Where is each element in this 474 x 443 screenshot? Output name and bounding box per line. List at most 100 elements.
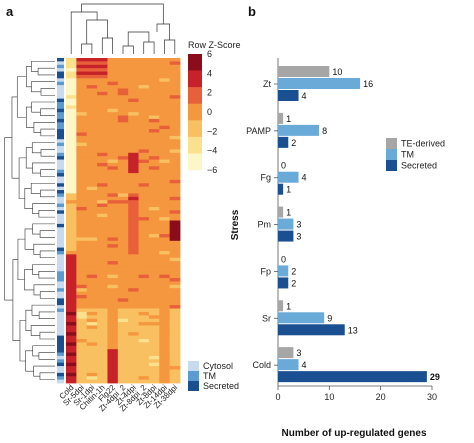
heatmap-cell — [128, 234, 139, 238]
heatmap-cell — [97, 379, 108, 384]
heatmap-cell — [159, 152, 171, 157]
heatmap-cell — [97, 196, 108, 201]
heatmap-cell — [128, 362, 139, 367]
heatmap-cell — [97, 135, 108, 140]
row-annotation-cell — [57, 230, 64, 235]
heatmap-cell — [117, 318, 129, 323]
heatmap-cell — [66, 68, 77, 72]
bar-tm — [278, 171, 299, 183]
heatmap-cell — [107, 301, 119, 306]
heatmap-cell — [169, 369, 181, 374]
heatmap-cell — [66, 81, 77, 86]
heatmap-cell — [107, 179, 119, 184]
heatmap-cell — [138, 78, 150, 83]
heatmap-cell — [107, 220, 119, 225]
row-annotation-cell — [57, 322, 64, 326]
heatmap-cell — [66, 335, 77, 340]
heatmap-cell — [117, 254, 129, 259]
heatmap-cell — [97, 102, 108, 106]
heatmap-cell — [117, 322, 129, 326]
heatmap-cell — [117, 190, 129, 194]
heatmap-cell — [86, 257, 98, 262]
heatmap-cell — [138, 139, 150, 144]
heatmap-cell — [97, 81, 108, 86]
heatmap-cell — [97, 366, 108, 370]
dendrogram-link — [19, 320, 26, 362]
heatmap-cell — [117, 355, 129, 360]
heatmap-cell — [138, 352, 150, 357]
heatmap-cell — [66, 220, 77, 225]
color-key-title: Row Z-Score — [188, 40, 241, 50]
heatmap-cell — [128, 186, 139, 191]
heatmap-cell — [76, 342, 88, 347]
heatmap-cell — [107, 125, 119, 130]
heatmap-cell — [97, 335, 108, 340]
heatmap-cell — [117, 203, 129, 208]
heatmap-cell — [97, 338, 108, 343]
heatmap-cell — [148, 257, 160, 262]
heatmap-cell — [117, 162, 129, 167]
row-annotation-cell — [57, 278, 64, 282]
heatmap-cell — [66, 169, 77, 174]
heatmap-cell — [76, 359, 88, 364]
heatmap-cell — [107, 298, 119, 303]
heatmap-cell — [169, 288, 181, 292]
heatmap-cell — [97, 210, 108, 215]
heatmap-cell — [117, 152, 129, 157]
dendrogram-link — [39, 250, 55, 259]
heatmap-cell — [169, 338, 181, 343]
heatmap-cell — [97, 85, 108, 89]
heatmap-grid — [66, 58, 181, 384]
heatmap-cell — [107, 105, 119, 110]
heatmap-cell — [76, 142, 88, 147]
heatmap-cell — [128, 81, 139, 86]
heatmap-cell — [107, 196, 119, 201]
heatmap-cell — [169, 352, 181, 357]
heatmap-cell — [97, 281, 108, 286]
heatmap-cell — [138, 308, 150, 313]
heatmap-cell — [148, 264, 160, 269]
heatmap-cell — [97, 91, 108, 96]
heatmap-cell — [117, 166, 129, 171]
heatmap-cell — [76, 210, 88, 215]
row-annotation-cell — [57, 166, 64, 171]
heatmap-cell — [97, 288, 108, 292]
heatmap-cell — [169, 112, 181, 116]
heatmap-cell — [97, 362, 108, 367]
heatmap-cell — [138, 129, 150, 133]
heatmap-cell — [148, 217, 160, 221]
heatmap-cell — [159, 237, 171, 242]
row-annotation-cell — [57, 311, 64, 316]
heatmap-cell — [148, 71, 160, 76]
dendrogram-link — [122, 45, 134, 54]
row-annotation-cell — [57, 135, 64, 140]
heatmap-cell — [159, 298, 171, 303]
heatmap-cell — [76, 118, 88, 123]
heatmap-cell — [107, 349, 119, 353]
row-annotation-cell — [57, 81, 64, 86]
heatmap-cell — [66, 159, 77, 164]
heatmap-cell — [159, 247, 171, 252]
heatmap-cell — [117, 294, 129, 299]
legend-swatch — [386, 138, 397, 149]
heatmap-cell — [117, 345, 129, 350]
bar-value-label: 0 — [281, 254, 286, 264]
heatmap-cell — [138, 244, 150, 248]
heatmap-cell — [148, 206, 160, 211]
heatmap-cell — [169, 132, 181, 137]
heatmap-cell — [159, 376, 171, 381]
heatmap-cell — [86, 288, 98, 292]
heatmap-cell — [66, 234, 77, 238]
heatmap-cell — [97, 190, 108, 194]
heatmap-cell — [97, 186, 108, 191]
row-annotation-cell — [57, 122, 64, 127]
heatmap-cell — [66, 338, 77, 343]
heatmap-cell — [169, 284, 181, 289]
heatmap-cell — [148, 308, 160, 313]
heatmap-cell — [76, 247, 88, 252]
heatmap-cell — [138, 267, 150, 272]
heatmap-cell — [117, 213, 129, 218]
row-annotation-cell — [57, 58, 64, 62]
dendrogram-link — [31, 142, 55, 154]
heatmap-cell — [159, 332, 171, 337]
